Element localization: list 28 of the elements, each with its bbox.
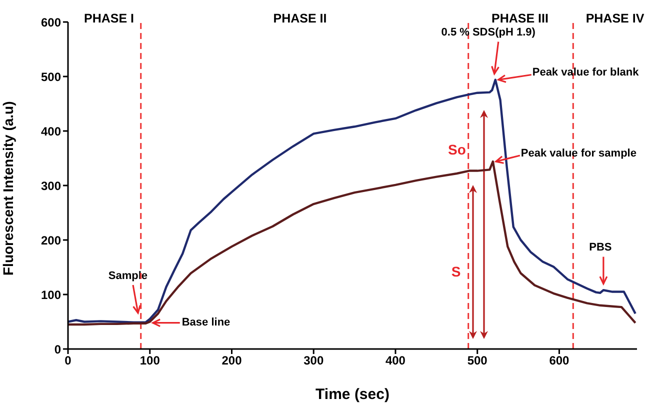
annotation: PBS [589, 242, 612, 254]
x-tick-label: 600 [549, 354, 570, 368]
annotation: PHASE II [273, 11, 327, 26]
annotation: Peak value for blank [532, 66, 640, 79]
x-tick-label: 300 [304, 354, 324, 368]
y-tick-label: 300 [40, 178, 62, 193]
annotation: PHASE I [84, 11, 134, 26]
y-tick-label: 600 [40, 15, 62, 30]
y-tick-label: 0 [54, 342, 62, 356]
x-tick-label: 0 [64, 354, 72, 368]
annotation: S [451, 264, 461, 280]
x-tick-label: 200 [222, 354, 242, 368]
x-axis-title: Time (sec) [316, 386, 390, 403]
y-tick-label: 500 [40, 70, 62, 84]
x-tick-label: 400 [385, 354, 406, 368]
x-tick-label: 500 [467, 354, 488, 368]
annotation: Base line [182, 316, 230, 329]
x-tick-label: 100 [140, 354, 160, 368]
annotation: 0.5 % SDS(pH 1.9) [441, 26, 536, 39]
annotation: PHASE IV [586, 11, 645, 26]
annotation: So [448, 142, 466, 158]
annotation: Peak value for sample [520, 147, 636, 160]
y-tick-label: 100 [40, 288, 62, 302]
y-tick-label: 200 [40, 233, 62, 248]
line-series [68, 160, 636, 326]
y-tick-label: 400 [40, 124, 62, 138]
y-axis-title: Fluorescent Intensity (a.u) [0, 101, 16, 276]
annotation: PHASE III [492, 11, 548, 26]
